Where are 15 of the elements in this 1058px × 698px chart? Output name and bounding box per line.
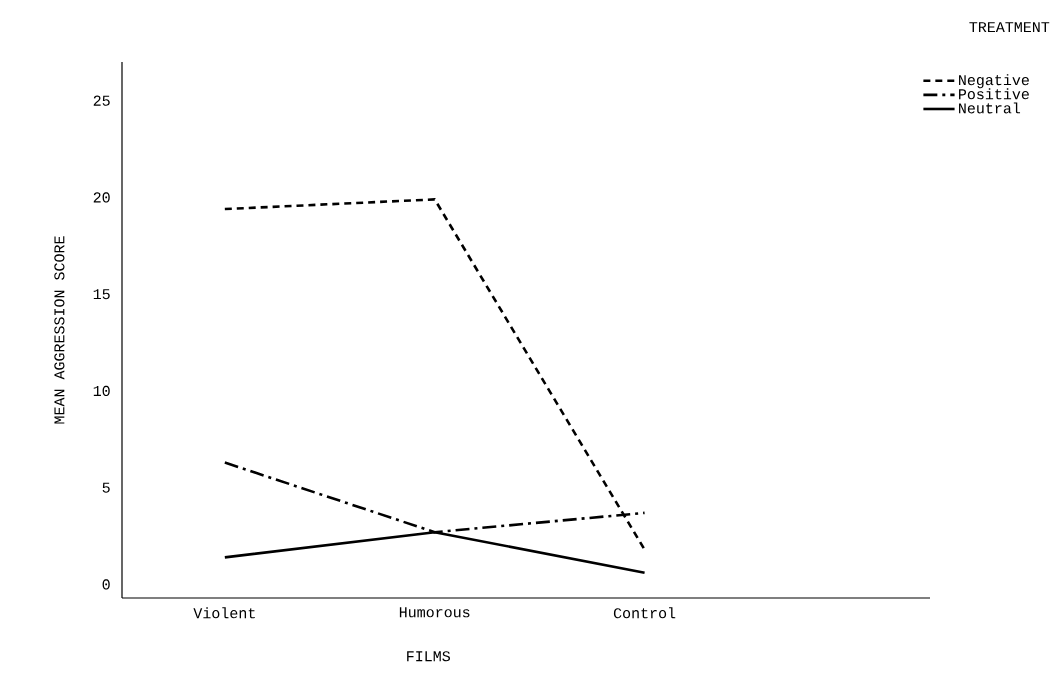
x-tick-label: Control <box>613 607 676 619</box>
legend-title: TREATMENT <box>969 22 1050 33</box>
x-tick-label: Humorous <box>399 607 470 618</box>
y-tick-label: 20 <box>93 192 110 203</box>
y-tick-label: 0 <box>102 579 110 590</box>
legend-label: Negative <box>959 74 1029 89</box>
legend-label: Positive <box>959 88 1029 100</box>
x-axis-title: FILMS <box>407 651 450 662</box>
legend-label: Neutral <box>959 102 1021 114</box>
y-tick-label: 25 <box>93 95 110 106</box>
y-tick-label: 10 <box>93 385 110 397</box>
x-tick-label: Violent <box>193 607 255 619</box>
y-tick-label: 5 <box>102 482 110 493</box>
y-tick-label: 15 <box>93 289 110 300</box>
y-axis-title: MEAN AGGRESSION SCORE <box>54 236 65 424</box>
